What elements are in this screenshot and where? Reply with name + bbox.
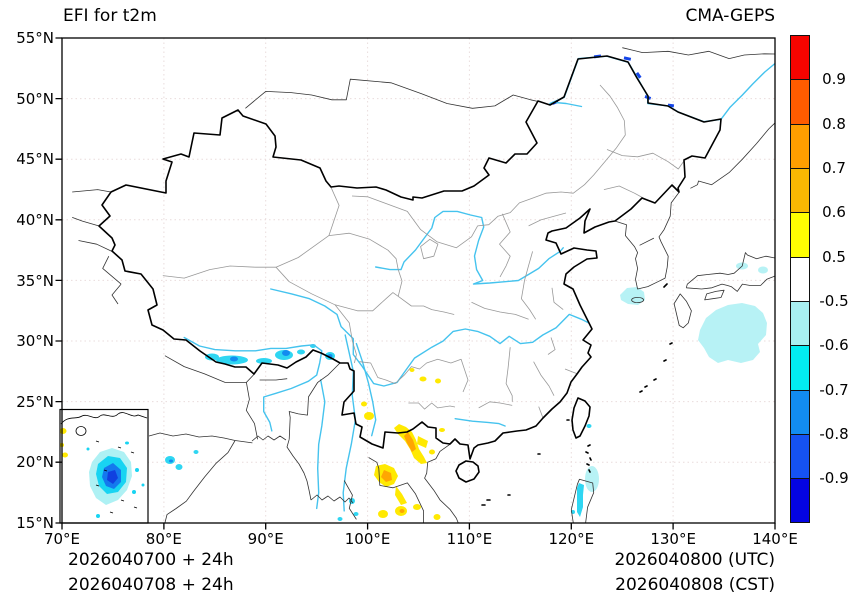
colorbar-boundary-label: -0.5	[819, 291, 849, 310]
colorbar-segment	[790, 167, 810, 214]
efi-positive-patches	[361, 368, 445, 520]
colorbar-boundary-label: 0.7	[822, 158, 846, 177]
lon-tick-label: 140°E	[752, 530, 798, 548]
colorbar-segment	[790, 123, 810, 169]
lon-tick-label: 130°E	[650, 530, 696, 548]
lon-tick-label: 100°E	[344, 530, 391, 548]
colorbar-boundary-label: -0.6	[819, 336, 849, 355]
colorbar-segment	[790, 300, 810, 347]
colorbar-segment	[790, 433, 810, 480]
lon-tick-label: 120°E	[548, 530, 595, 548]
lon-tick-label: 110°E	[446, 530, 493, 548]
colorbar-segment	[790, 212, 810, 258]
colorbar-segment	[790, 79, 810, 125]
colorbar-boundary-label: 0.8	[822, 114, 846, 133]
colorbar-boundary-label: 0.9	[822, 70, 846, 89]
colorbar-boundary-label: 0.5	[822, 247, 846, 266]
lon-tick-label: 70°E	[43, 530, 81, 548]
footer-valid-utc: 2026040800 (UTC)	[614, 550, 775, 570]
colorbar-boundary-label: -0.7	[819, 380, 849, 399]
colorbar-segment	[790, 35, 810, 81]
model-title: CMA-GEPS	[685, 6, 775, 26]
province-borders	[162, 84, 685, 418]
colorbar-segment	[790, 345, 810, 391]
lat-tick-label: 40°N	[16, 210, 54, 229]
rivers	[183, 55, 775, 512]
gridlines	[62, 38, 775, 523]
lat-tick-label: 55°N	[16, 29, 54, 47]
foreign-borders-coastlines	[72, 47, 775, 523]
footer-init-utc: 2026040700 + 24h	[68, 550, 234, 570]
colorbar-segment	[790, 389, 810, 435]
colorbar-boundary-label: -0.8	[819, 424, 849, 443]
lat-tick-label: 45°N	[16, 150, 54, 169]
colorbar-boundary-label: -0.9	[819, 469, 849, 488]
colorbar-boundary-label: 0.6	[822, 203, 846, 222]
colorbar-segment	[790, 478, 810, 524]
lat-tick-label: 30°N	[16, 332, 54, 351]
lat-tick-label: 20°N	[16, 453, 54, 472]
colorbar-segment	[790, 256, 810, 302]
lat-tick-label: 50°N	[16, 89, 54, 108]
lon-tick-label: 80°E	[145, 530, 182, 548]
lat-tick-label: 15°N	[16, 514, 54, 532]
footer-init-cst: 2026040708 + 24h	[68, 575, 234, 595]
efi-sea-patches	[585, 262, 768, 492]
small-islands	[481, 283, 673, 506]
footer-valid-cst: 2026040808 (CST)	[615, 575, 775, 595]
inset-map	[59, 408, 149, 524]
lon-tick-label: 90°E	[247, 530, 284, 548]
axis-ticks	[55, 37, 776, 530]
plot-title: EFI for t2m	[63, 6, 157, 26]
national-border	[98, 55, 722, 483]
efi-negative-patches	[133, 54, 675, 521]
lat-tick-label: 35°N	[16, 271, 54, 290]
lat-tick-label: 25°N	[16, 392, 54, 411]
